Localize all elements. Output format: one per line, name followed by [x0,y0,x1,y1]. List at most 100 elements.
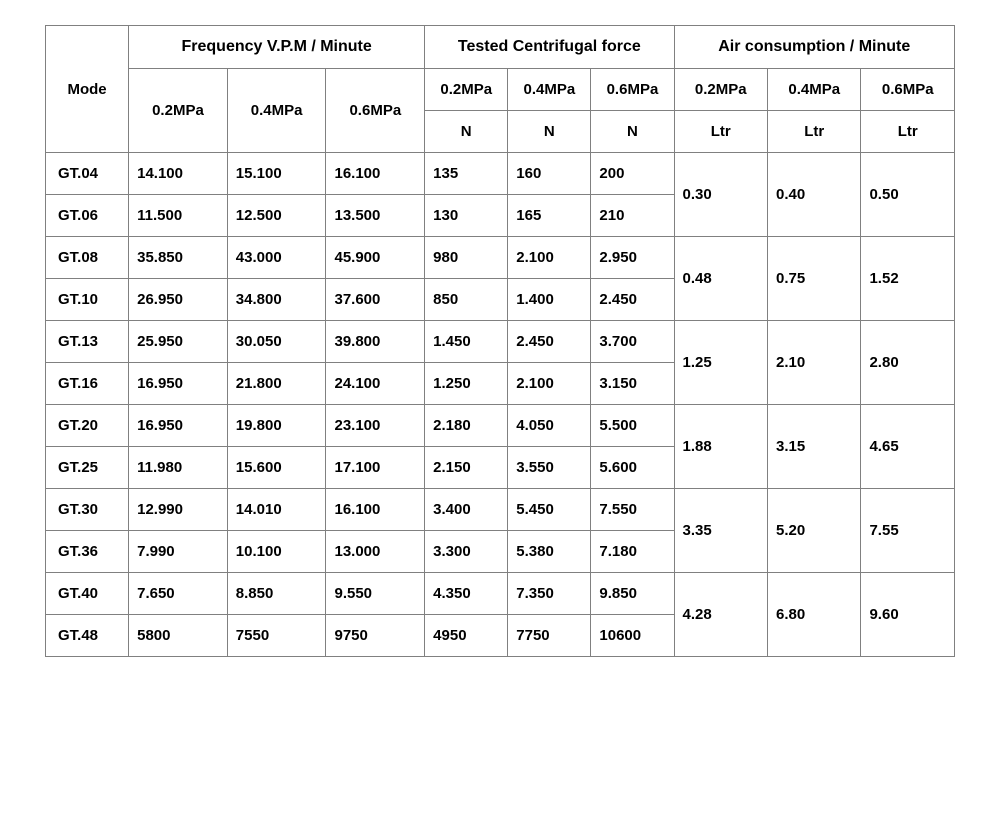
air-cell: 0.48 [674,237,767,321]
cent-cell: 2.100 [508,237,591,279]
cent-cell: 4.050 [508,405,591,447]
air-cell: 4.65 [861,405,955,489]
freq-cell: 45.900 [326,237,425,279]
mode-cell: GT.10 [46,279,129,321]
freq-cell: 10.100 [227,531,326,573]
air-cell: 9.60 [861,573,955,657]
freq-cell: 7550 [227,615,326,657]
cent-cell: 3.550 [508,447,591,489]
air-pressure-0: 0.2MPa [674,69,767,111]
freq-cell: 16.100 [326,153,425,195]
air-cell: 3.15 [767,405,860,489]
cent-cell: 4.350 [425,573,508,615]
freq-cell: 17.100 [326,447,425,489]
cent-cell: 1.400 [508,279,591,321]
freq-cell: 7.990 [129,531,228,573]
air-cell: 3.35 [674,489,767,573]
air-unit-1: Ltr [767,111,860,153]
mode-cell: GT.48 [46,615,129,657]
freq-cell: 35.850 [129,237,228,279]
freq-cell: 34.800 [227,279,326,321]
air-cell: 2.10 [767,321,860,405]
cent-cell: 2.950 [591,237,674,279]
freq-cell: 21.800 [227,363,326,405]
mode-cell: GT.04 [46,153,129,195]
freq-pressure-0: 0.2MPa [129,69,228,153]
cent-cell: 3.400 [425,489,508,531]
cent-cell: 7.550 [591,489,674,531]
table-row: GT.3012.99014.01016.1003.4005.4507.5503.… [46,489,955,531]
air-cell: 4.28 [674,573,767,657]
cent-cell: 165 [508,195,591,237]
freq-cell: 30.050 [227,321,326,363]
cent-cell: 5.600 [591,447,674,489]
freq-cell: 19.800 [227,405,326,447]
cent-cell: 5.500 [591,405,674,447]
cent-cell: 2.150 [425,447,508,489]
cent-cell: 3.300 [425,531,508,573]
cent-cell: 850 [425,279,508,321]
col-group-frequency: Frequency V.P.M / Minute [129,26,425,69]
cent-unit-1: N [508,111,591,153]
freq-cell: 23.100 [326,405,425,447]
cent-cell: 1.450 [425,321,508,363]
freq-cell: 25.950 [129,321,228,363]
cent-cell: 7750 [508,615,591,657]
cent-cell: 9.850 [591,573,674,615]
air-cell: 0.40 [767,153,860,237]
cent-cell: 135 [425,153,508,195]
freq-cell: 13.500 [326,195,425,237]
freq-cell: 26.950 [129,279,228,321]
freq-cell: 16.100 [326,489,425,531]
freq-cell: 9750 [326,615,425,657]
freq-cell: 11.980 [129,447,228,489]
table-row: GT.0835.85043.00045.9009802.1002.9500.48… [46,237,955,279]
cent-cell: 7.350 [508,573,591,615]
cent-unit-2: N [591,111,674,153]
air-cell: 1.88 [674,405,767,489]
cent-pressure-2: 0.6MPa [591,69,674,111]
air-cell: 5.20 [767,489,860,573]
cent-cell: 210 [591,195,674,237]
mode-cell: GT.16 [46,363,129,405]
mode-cell: GT.20 [46,405,129,447]
cent-cell: 200 [591,153,674,195]
freq-cell: 9.550 [326,573,425,615]
table-header: Mode Frequency V.P.M / Minute Tested Cen… [46,26,955,153]
freq-pressure-2: 0.6MPa [326,69,425,153]
cent-cell: 2.180 [425,405,508,447]
spec-table: Mode Frequency V.P.M / Minute Tested Cen… [45,25,955,657]
air-unit-0: Ltr [674,111,767,153]
freq-cell: 12.990 [129,489,228,531]
air-pressure-1: 0.4MPa [767,69,860,111]
mode-cell: GT.06 [46,195,129,237]
cent-pressure-0: 0.2MPa [425,69,508,111]
col-group-air: Air consumption / Minute [674,26,955,69]
freq-cell: 13.000 [326,531,425,573]
cent-cell: 7.180 [591,531,674,573]
freq-cell: 8.850 [227,573,326,615]
mode-cell: GT.13 [46,321,129,363]
air-pressure-2: 0.6MPa [861,69,955,111]
freq-cell: 16.950 [129,405,228,447]
freq-cell: 15.100 [227,153,326,195]
freq-cell: 15.600 [227,447,326,489]
air-cell: 6.80 [767,573,860,657]
air-cell: 7.55 [861,489,955,573]
col-group-centrifugal: Tested Centrifugal force [425,26,674,69]
air-cell: 0.30 [674,153,767,237]
freq-cell: 16.950 [129,363,228,405]
table-body: GT.0414.10015.10016.1001351602000.300.40… [46,153,955,657]
freq-cell: 12.500 [227,195,326,237]
cent-cell: 3.150 [591,363,674,405]
table-row: GT.2016.95019.80023.1002.1804.0505.5001.… [46,405,955,447]
cent-cell: 10600 [591,615,674,657]
freq-cell: 11.500 [129,195,228,237]
cent-cell: 2.450 [508,321,591,363]
freq-cell: 5800 [129,615,228,657]
cent-cell: 2.450 [591,279,674,321]
air-cell: 1.25 [674,321,767,405]
table-row: GT.1325.95030.05039.8001.4502.4503.7001.… [46,321,955,363]
cent-cell: 130 [425,195,508,237]
cent-unit-0: N [425,111,508,153]
